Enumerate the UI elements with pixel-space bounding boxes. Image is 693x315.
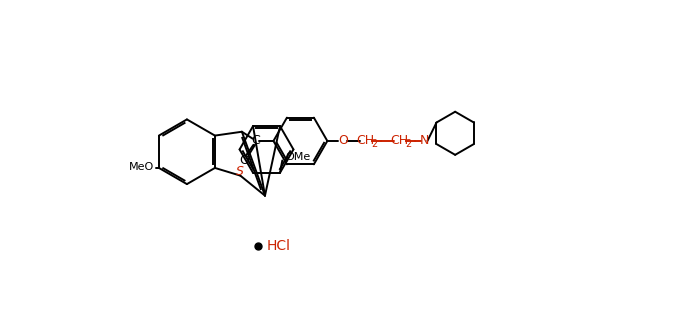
Text: CH: CH [390,135,408,147]
Text: O: O [337,135,348,147]
Text: HCl: HCl [267,239,291,253]
Text: N: N [420,135,429,147]
Text: CH: CH [356,135,374,147]
Text: C: C [252,135,260,147]
Text: 2: 2 [405,139,412,149]
Text: 2: 2 [371,139,378,149]
Text: OMe: OMe [286,152,310,163]
Text: O: O [239,154,249,167]
Text: MeO: MeO [129,162,155,172]
Text: S: S [236,164,243,178]
